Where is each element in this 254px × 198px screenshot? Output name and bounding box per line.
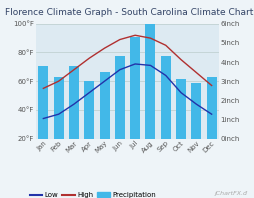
Bar xyxy=(54,77,64,139)
Bar xyxy=(84,81,94,139)
Bar xyxy=(115,56,124,139)
Text: Florence Climate Graph - South Carolina Climate Chart: Florence Climate Graph - South Carolina … xyxy=(5,8,252,17)
Bar xyxy=(190,83,201,139)
Bar xyxy=(160,56,170,139)
Legend: Low, High, Precipitation: Low, High, Precipitation xyxy=(30,192,155,198)
Bar xyxy=(176,79,185,139)
Bar xyxy=(99,72,109,139)
Bar xyxy=(145,24,155,139)
Bar xyxy=(38,66,48,139)
Bar xyxy=(69,66,79,139)
Bar xyxy=(206,77,216,139)
Text: jChartFX.đ: jChartFX.đ xyxy=(214,191,246,196)
Bar xyxy=(130,37,140,139)
